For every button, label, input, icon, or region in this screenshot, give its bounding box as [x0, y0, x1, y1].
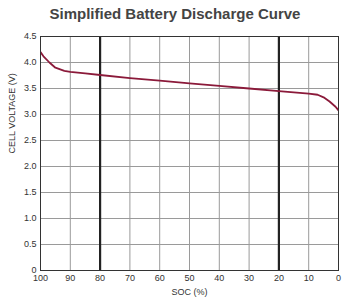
svg-text:3.0: 3.0 [24, 109, 37, 119]
svg-text:3.5: 3.5 [24, 83, 37, 93]
svg-text:40: 40 [214, 273, 224, 283]
svg-text:30: 30 [244, 273, 254, 283]
svg-text:4.0: 4.0 [24, 57, 37, 67]
svg-text:80: 80 [95, 273, 105, 283]
svg-text:70: 70 [125, 273, 135, 283]
svg-text:CELL VOLTAGE (V): CELL VOLTAGE (V) [7, 73, 17, 153]
svg-text:100: 100 [33, 272, 48, 283]
svg-text:90: 90 [65, 273, 75, 283]
svg-text:1.0: 1.0 [24, 213, 37, 223]
svg-text:4.5: 4.5 [24, 31, 37, 41]
svg-text:SOC (%): SOC (%) [172, 287, 208, 297]
svg-text:60: 60 [155, 273, 165, 283]
svg-text:0: 0 [336, 273, 341, 283]
svg-text:10: 10 [304, 273, 314, 283]
svg-text:50: 50 [184, 273, 194, 283]
svg-text:0: 0 [31, 265, 36, 275]
svg-text:20: 20 [274, 273, 284, 283]
svg-text:1.5: 1.5 [24, 187, 37, 197]
svg-text:2.0: 2.0 [24, 161, 37, 171]
html-text:Simplified Battery Discharge C: Simplified Battery Discharge Curve [49, 5, 301, 22]
svg-text:2.5: 2.5 [24, 135, 37, 145]
svg-text:0.5: 0.5 [24, 239, 37, 249]
